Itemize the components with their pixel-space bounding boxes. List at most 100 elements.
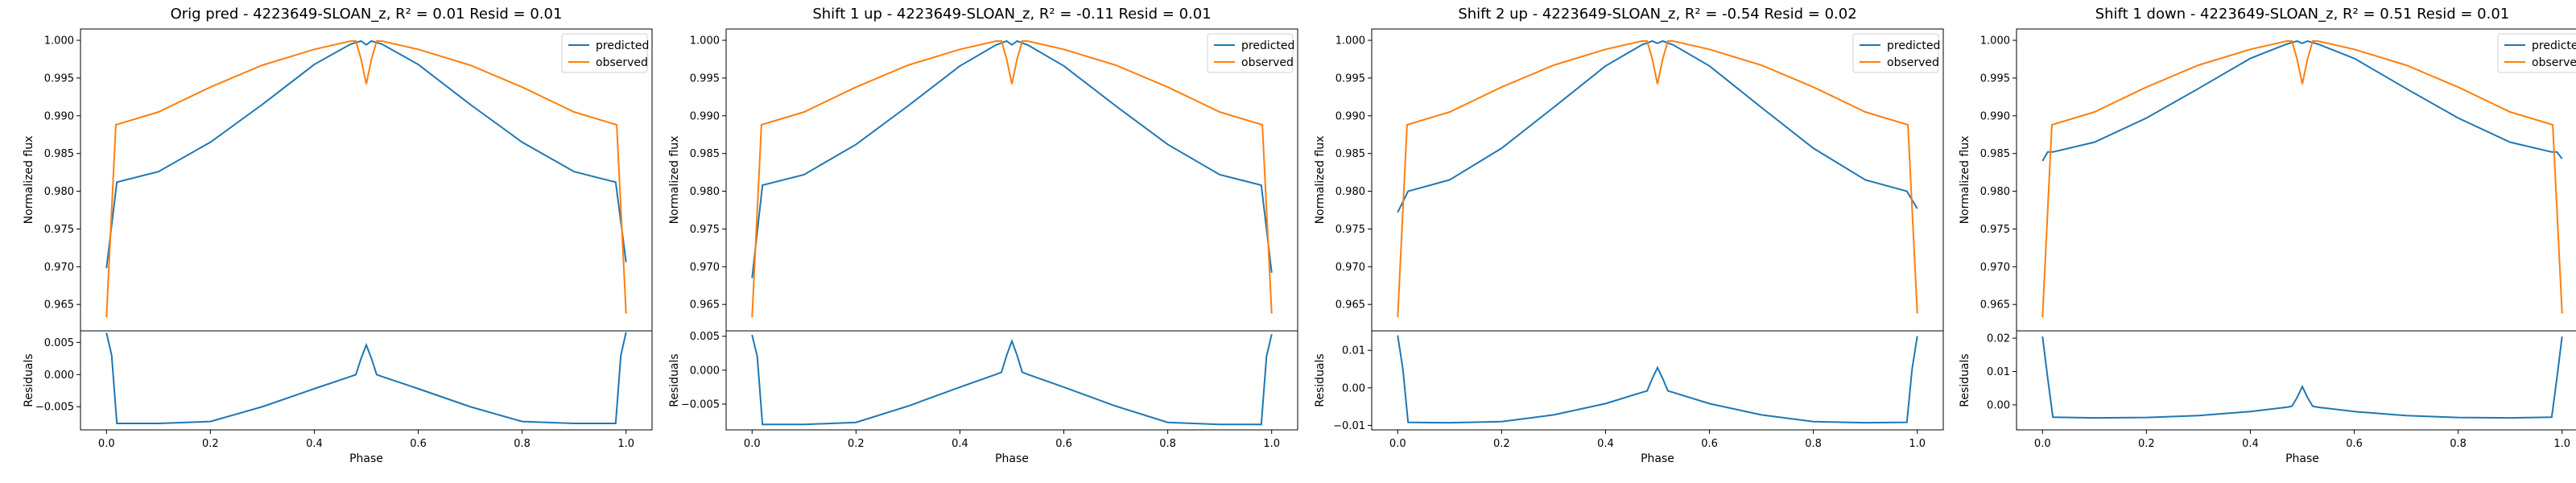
y-tick-label: 0.970 (1335, 262, 1365, 274)
x-tick-label: 0.8 (514, 438, 530, 450)
y-tick-label: 0.990 (1335, 110, 1365, 122)
main-axes-frame (1371, 28, 1944, 332)
observed-line (105, 40, 627, 318)
y-tick-label: 0.965 (1335, 299, 1365, 312)
y-tick-label: 0.980 (1335, 186, 1365, 198)
main-axes-frame (725, 28, 1298, 332)
legend-label-observed: observed (1241, 56, 1294, 69)
y-axis-label: Normalized flux (1959, 136, 1971, 225)
resid-y-tick-label: 0.00 (1987, 399, 2010, 411)
observed-line (751, 40, 1273, 318)
plot-title: Orig pred - 4223649-SLOAN_z, R² = 0.01 R… (171, 6, 563, 23)
x-tick-label: 1.0 (1909, 438, 1926, 450)
y-tick-label: 0.975 (44, 224, 74, 236)
y-tick-label: 0.975 (1335, 224, 1365, 236)
predicted-line (2041, 39, 2563, 162)
plot-title: Shift 1 up - 4223649-SLOAN_z, R² = -0.11… (812, 6, 1211, 23)
y-tick-label: 0.985 (44, 148, 74, 160)
subplot-4: Shift 1 down - 4223649-SLOAN_z, R² = 0.5… (1959, 6, 2576, 465)
legend-label-predicted: predicted (2532, 39, 2576, 52)
y-tick-label: 0.965 (1980, 299, 2010, 312)
resid-y-axis-label: Residuals (23, 353, 35, 407)
x-tick-label: 0.8 (2450, 438, 2467, 450)
y-axis-label: Normalized flux (23, 136, 35, 225)
legend-label-predicted: predicted (1241, 39, 1294, 52)
x-axis-label: Phase (349, 452, 383, 465)
legend: predicted observed (2497, 33, 2576, 73)
x-tick-label: 0.4 (1597, 438, 1614, 450)
resid-y-tick-label: −0.005 (35, 402, 74, 414)
subplot-1: Orig pred - 4223649-SLOAN_z, R² = 0.01 R… (23, 6, 653, 465)
main-axes-frame (2016, 28, 2576, 332)
x-tick-label: 0.4 (2242, 438, 2259, 450)
plot-title: Shift 1 down - 4223649-SLOAN_z, R² = 0.5… (2095, 6, 2510, 23)
predicted-line (751, 39, 1273, 279)
resid-y-tick-label: 0.00 (1342, 382, 1365, 394)
y-tick-label: 0.985 (1980, 148, 2010, 160)
x-tick-label: 0.6 (1701, 438, 1718, 450)
y-tick-label: 0.975 (1980, 224, 2010, 236)
y-tick-label: 0.995 (690, 72, 720, 85)
y-tick-label: 0.975 (690, 224, 720, 236)
resid-y-tick-label: 0.02 (1987, 333, 2010, 345)
x-tick-label: 0.0 (2034, 438, 2051, 450)
x-tick-label: 0.2 (848, 438, 865, 450)
y-tick-label: 0.995 (1335, 72, 1365, 85)
legend-label-predicted: predicted (596, 39, 649, 52)
y-tick-label: 0.970 (1980, 262, 2010, 274)
observed-line (2041, 40, 2563, 318)
residuals-line (105, 332, 627, 425)
y-tick-label: 0.965 (690, 299, 720, 312)
y-tick-label: 0.990 (44, 110, 74, 122)
residuals-line (751, 333, 1273, 426)
x-axis-label: Phase (995, 452, 1029, 465)
x-tick-label: 1.0 (617, 438, 634, 450)
y-tick-label: 0.985 (690, 148, 720, 160)
residuals-line (1397, 335, 1918, 424)
legend-label-observed: observed (1887, 56, 1939, 69)
y-tick-label: 1.000 (690, 35, 720, 47)
residual-axes-frame (725, 330, 1298, 431)
predicted-line (105, 39, 627, 269)
y-tick-label: 0.965 (44, 299, 74, 312)
x-tick-label: 0.6 (2346, 438, 2363, 450)
x-axis-label: Phase (1641, 452, 1674, 465)
resid-y-tick-label: 0.000 (690, 365, 720, 377)
subplot-2: Shift 1 up - 4223649-SLOAN_z, R² = -0.11… (668, 6, 1298, 465)
predicted-line (1397, 39, 1918, 213)
x-tick-label: 0.8 (1805, 438, 1822, 450)
resid-y-tick-label: 0.005 (44, 337, 74, 349)
legend: predicted observed (561, 33, 649, 73)
x-tick-label: 0.2 (202, 438, 219, 450)
x-axis-label: Phase (2285, 452, 2319, 465)
y-tick-label: 1.000 (1980, 35, 2010, 47)
y-tick-label: 1.000 (44, 35, 74, 47)
resid-y-tick-label: −0.005 (681, 398, 720, 411)
residual-axes-frame (1371, 330, 1944, 431)
y-tick-label: 0.970 (690, 262, 720, 274)
y-tick-label: 0.995 (44, 72, 74, 85)
y-tick-label: 0.990 (1980, 110, 2010, 122)
legend: predicted observed (1207, 33, 1294, 73)
resid-y-axis-label: Residuals (668, 353, 681, 407)
x-tick-label: 0.6 (410, 438, 427, 450)
resid-y-axis-label: Residuals (1314, 353, 1327, 407)
y-tick-label: 0.995 (1980, 72, 2010, 85)
residuals-line (2041, 336, 2563, 419)
x-tick-label: 0.4 (306, 438, 323, 450)
x-tick-label: 0.0 (744, 438, 761, 450)
y-tick-label: 1.000 (1335, 35, 1365, 47)
residual-axes-frame (80, 330, 653, 431)
y-tick-label: 0.980 (1980, 186, 2010, 198)
resid-y-axis-label: Residuals (1959, 353, 1971, 407)
x-tick-label: 0.2 (2138, 438, 2155, 450)
y-tick-label: 0.990 (690, 110, 720, 122)
main-axes-frame (80, 28, 653, 332)
x-tick-label: 0.2 (1493, 438, 1510, 450)
y-axis-label: Normalized flux (668, 136, 681, 225)
x-tick-label: 0.6 (1055, 438, 1072, 450)
y-tick-label: 0.980 (44, 186, 74, 198)
y-tick-label: 0.970 (44, 262, 74, 274)
x-tick-label: 1.0 (2553, 438, 2570, 450)
